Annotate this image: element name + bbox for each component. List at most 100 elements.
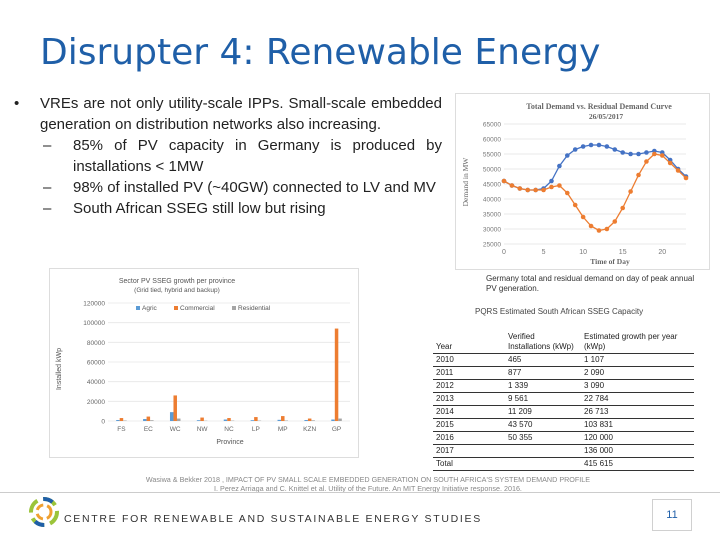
demand-chart-ytick: 60000 [483,137,501,144]
bullet-text: VREs are not only utility-scale IPPs. Sm… [40,95,442,133]
demand-chart-ytick: 45000 [483,182,501,189]
sseg-bar [119,418,124,421]
demand-series-point [636,172,641,178]
demand-series-point [533,187,538,193]
sseg-bar [250,420,255,421]
table-cell: 1 107 [581,353,694,367]
sseg-chart-xtick: NW [197,426,209,433]
demand-chart-xtick: 20 [658,249,666,256]
demand-chart-xtick: 15 [619,249,627,256]
sseg-chart-ytick: 80000 [87,340,105,347]
sseg-bar [331,419,335,421]
table-row: 2012 1 339 3 090 [433,379,694,393]
demand-chart-xtick: 5 [542,249,546,256]
subbullet-text: South African SSEG still low but rising [73,200,326,217]
demand-series-point [652,151,657,157]
table-header-row: Year Verified Installations (kWp) Estima… [433,315,694,354]
sseg-chart-xtick: GP [332,426,341,433]
sseg-bar [169,412,174,421]
sseg-legend-swatch [136,306,140,310]
sseg-bar [143,419,147,421]
sseg-chart-xlabel: Province [216,439,243,446]
table-row: Total 415 615 [433,457,694,471]
demand-chart-ytick: 35000 [483,212,501,219]
sseg-chart-xtick: EC [144,426,153,433]
demand-series-point [604,144,610,149]
table-row: 2011 877 2 090 [433,366,694,380]
sseg-bar [223,419,228,421]
table-cell: 415 615 [581,457,694,471]
sseg-chart-ytick: 20000 [87,399,105,406]
demand-series-point [517,186,523,191]
bullet-list: • VREs are not only utility-scale IPPs. … [14,93,442,219]
sseg-bar [227,418,231,421]
sseg-bar [200,417,204,421]
demand-chart-ytick: 40000 [483,197,501,204]
demand-series-point [644,150,649,155]
table-row: 2017 136 000 [433,444,694,458]
table-cell: 2012 [433,379,505,393]
demand-series-point [588,223,594,229]
demand-chart-title: Total Demand vs. Residual Demand Curve [526,102,672,111]
demand-series-point [628,151,633,157]
demand-chart-xlabel: Time of Day [590,257,630,266]
table-cell: 465 [505,353,581,367]
sseg-bar [311,420,315,421]
table-cell: 43 570 [505,418,581,432]
sseg-bar [116,420,120,421]
footer-divider [0,492,720,493]
sseg-chart-ytick: 60000 [87,360,105,367]
demand-series-point [572,202,578,208]
sseg-bar [254,417,258,421]
demand-series-point [667,160,673,166]
sseg-chart-xtick: FS [117,426,126,433]
footer-org-name: CENTRE FOR RENEWABLE AND SUSTAINABLE ENE… [64,513,482,525]
sseg-legend-swatch [232,306,236,310]
demand-series-point [509,183,515,188]
table-cell: 877 [505,366,581,380]
demand-series-point [541,187,546,193]
sseg-chart-xtick: WC [170,426,181,433]
demand-chart-ytick: 25000 [483,242,501,249]
subbullet-text: 85% of PV capacity in Germany is produce… [73,137,442,175]
sseg-bar [334,328,339,421]
sseg-chart-xtick: KZN [303,426,316,433]
dash-marker: – [43,200,52,217]
demand-series-point [644,159,649,164]
sseg-legend-label: Commercial [180,305,215,312]
table-header-growth: Estimated growth per year (kWp) [581,315,694,354]
sseg-chart-title: Sector PV SSEG growth per province [119,278,235,285]
demand-series-point [612,147,618,152]
table-cell: 120 000 [581,431,694,445]
demand-chart-xtick: 10 [579,249,587,256]
table-cell: 1 339 [505,379,581,393]
sseg-chart-xtick: MP [278,426,288,433]
demand-series-point [675,168,681,173]
subbullet-item: – 85% of PV capacity in Germany is produ… [14,135,442,177]
dash-marker: – [43,179,52,196]
slide-title: Disrupter 4: Renewable Energy [40,32,601,73]
sseg-chart-xtick: LP [252,426,260,433]
demand-series-point [659,153,665,158]
table-cell: 2016 [433,431,505,445]
table-cell: 3 090 [581,379,694,393]
sseg-bar [307,418,312,421]
sseg-bar [281,416,285,421]
sseg-chart: Sector PV SSEG growth per province (Grid… [49,268,359,458]
table-row: 2013 9 561 22 784 [433,392,694,406]
page-number: 11 [652,499,692,531]
demand-series-point [572,147,578,152]
table-cell: 2010 [433,353,505,367]
demand-series-point [501,178,507,184]
demand-series-point [596,142,602,148]
sseg-chart-ytick: 100000 [83,320,105,327]
table-header-year: Year [433,315,505,354]
demand-chart-ylabel: Demand in MW [461,157,470,207]
demand-chart-caption: Germany total and residual demand on day… [486,274,695,293]
citation-line-2: I. Perez Arriaga and C. Knittel et al. U… [214,484,522,493]
sseg-bar [277,419,282,421]
demand-series-point [557,183,562,188]
demand-series-point [636,151,641,157]
bullet-item: • VREs are not only utility-scale IPPs. … [14,93,442,135]
demand-series-point [565,153,570,158]
